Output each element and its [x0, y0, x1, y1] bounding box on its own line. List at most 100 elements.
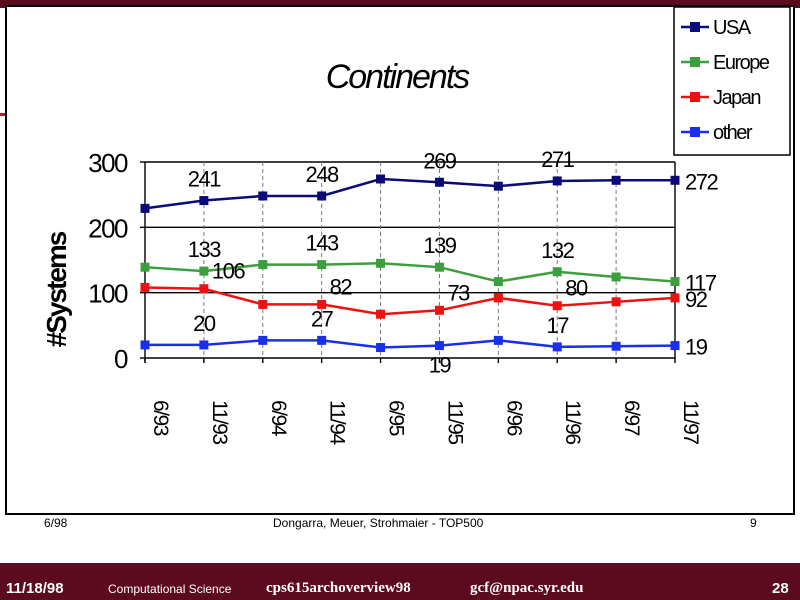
- legend-label: USA: [713, 17, 752, 39]
- slide-footer-page: 9: [750, 516, 757, 530]
- bottom-file: cps615archoverview98: [266, 580, 411, 596]
- x-tick-label: 11/94: [326, 400, 349, 445]
- data-point: [376, 343, 386, 353]
- legend-marker: [690, 22, 700, 32]
- data-point: [670, 341, 680, 351]
- data-label: 139: [423, 233, 456, 258]
- data-label: 271: [541, 147, 574, 172]
- data-point: [611, 297, 621, 307]
- data-label: 106: [212, 259, 245, 284]
- data-point: [670, 293, 680, 303]
- continents-chart: Continents #Systems 0 100 200 300 6/93 11/93 6…: [41, 6, 791, 445]
- x-tick-label: 6/97: [620, 400, 643, 436]
- data-label: 241: [188, 167, 221, 192]
- data-point: [670, 277, 680, 287]
- data-point: [258, 260, 268, 270]
- y-axis-label: #Systems: [41, 231, 72, 347]
- data-point: [493, 181, 503, 191]
- data-point: [611, 341, 621, 351]
- slide-footer-authors: Dongarra, Meuer, Strohmaier - TOP500: [273, 516, 484, 530]
- data-label: 73: [447, 280, 470, 305]
- data-point: [552, 176, 562, 186]
- legend-label: other: [713, 122, 753, 144]
- x-tick-label: 6/93: [149, 400, 172, 436]
- bottom-date: 11/18/98: [6, 580, 64, 597]
- data-label: 19: [429, 353, 452, 378]
- data-point: [199, 340, 209, 350]
- data-point: [317, 335, 327, 345]
- data-label: 20: [193, 311, 216, 336]
- top-accent-bar: [0, 0, 800, 8]
- data-point: [552, 301, 562, 311]
- x-tick-label: 11/95: [443, 400, 466, 444]
- data-label: 272: [685, 169, 718, 194]
- series-line-other: [145, 339, 676, 349]
- y-tick-label: 200: [88, 213, 128, 243]
- bottom-bar: [0, 563, 800, 600]
- series-layer: [140, 174, 680, 353]
- chart-legend: USA Europe Japan other: [673, 6, 791, 156]
- data-label: 27: [311, 306, 334, 331]
- legend-marker: [690, 57, 700, 67]
- data-point: [199, 284, 209, 294]
- data-point: [199, 266, 209, 276]
- legend-label: Japan: [713, 87, 760, 109]
- x-tick-label: 11/93: [208, 400, 231, 444]
- data-point: [376, 258, 386, 268]
- data-point: [140, 282, 150, 292]
- data-point: [317, 299, 327, 309]
- y-tick-label: 300: [88, 148, 128, 178]
- data-point: [376, 174, 386, 184]
- chart-axes: 0 100 200 300 6/93 11/93 6/94 11/94 6/95 11/95 6/9…: [88, 148, 702, 445]
- series-line-europe: [144, 262, 676, 283]
- data-point: [140, 203, 150, 213]
- data-point: [317, 260, 327, 270]
- x-tick-label: 6/96: [502, 400, 525, 436]
- slide-footer-date: 6/98: [44, 516, 68, 530]
- data-point: [611, 175, 621, 185]
- x-tick-label: 6/95: [385, 400, 408, 436]
- x-tick-label: 11/97: [679, 400, 702, 444]
- bottom-slide-number: 28: [772, 580, 789, 597]
- legend-label: Europe: [713, 52, 770, 74]
- data-point: [258, 335, 268, 345]
- bottom-email: gcf@npac.syr.edu: [470, 580, 584, 596]
- data-point: [552, 267, 562, 277]
- data-labels: 241 248 269 271 272 133 143 139 132 117 106 82 73 80 9…: [188, 147, 720, 378]
- data-label: 17: [546, 313, 569, 338]
- data-point: [140, 262, 150, 272]
- data-label: 248: [306, 162, 339, 187]
- legend-marker: [690, 127, 700, 137]
- data-point: [670, 175, 680, 185]
- data-point: [434, 177, 444, 187]
- chart-frame: [5, 5, 795, 515]
- data-label: 117: [685, 271, 717, 296]
- data-label: 269: [423, 148, 456, 173]
- x-tick-label: 11/96: [561, 400, 584, 444]
- data-point: [552, 342, 562, 352]
- data-point: [258, 191, 268, 201]
- data-point: [493, 335, 503, 345]
- data-point: [434, 305, 444, 315]
- data-label: 19: [685, 335, 708, 360]
- data-point: [140, 340, 150, 350]
- data-label: 80: [565, 276, 588, 301]
- data-point: [493, 293, 503, 303]
- data-point: [434, 341, 444, 351]
- x-tick-label: 6/94: [267, 400, 290, 437]
- y-tick-label: 100: [88, 279, 128, 309]
- data-point: [258, 299, 268, 309]
- y-tick-label: 0: [114, 344, 128, 374]
- series-line-usa: [144, 177, 675, 210]
- data-label: 82: [330, 274, 353, 299]
- series-line-japan: [144, 286, 676, 316]
- chart-title: Continents: [326, 58, 471, 96]
- data-point: [611, 272, 621, 282]
- data-point: [199, 196, 209, 206]
- data-point: [376, 309, 386, 319]
- data-label: 92: [685, 287, 708, 312]
- data-label: 143: [306, 231, 339, 256]
- legend-marker: [690, 92, 700, 102]
- data-label: 132: [541, 238, 574, 263]
- bottom-course: Computational Science: [108, 582, 232, 596]
